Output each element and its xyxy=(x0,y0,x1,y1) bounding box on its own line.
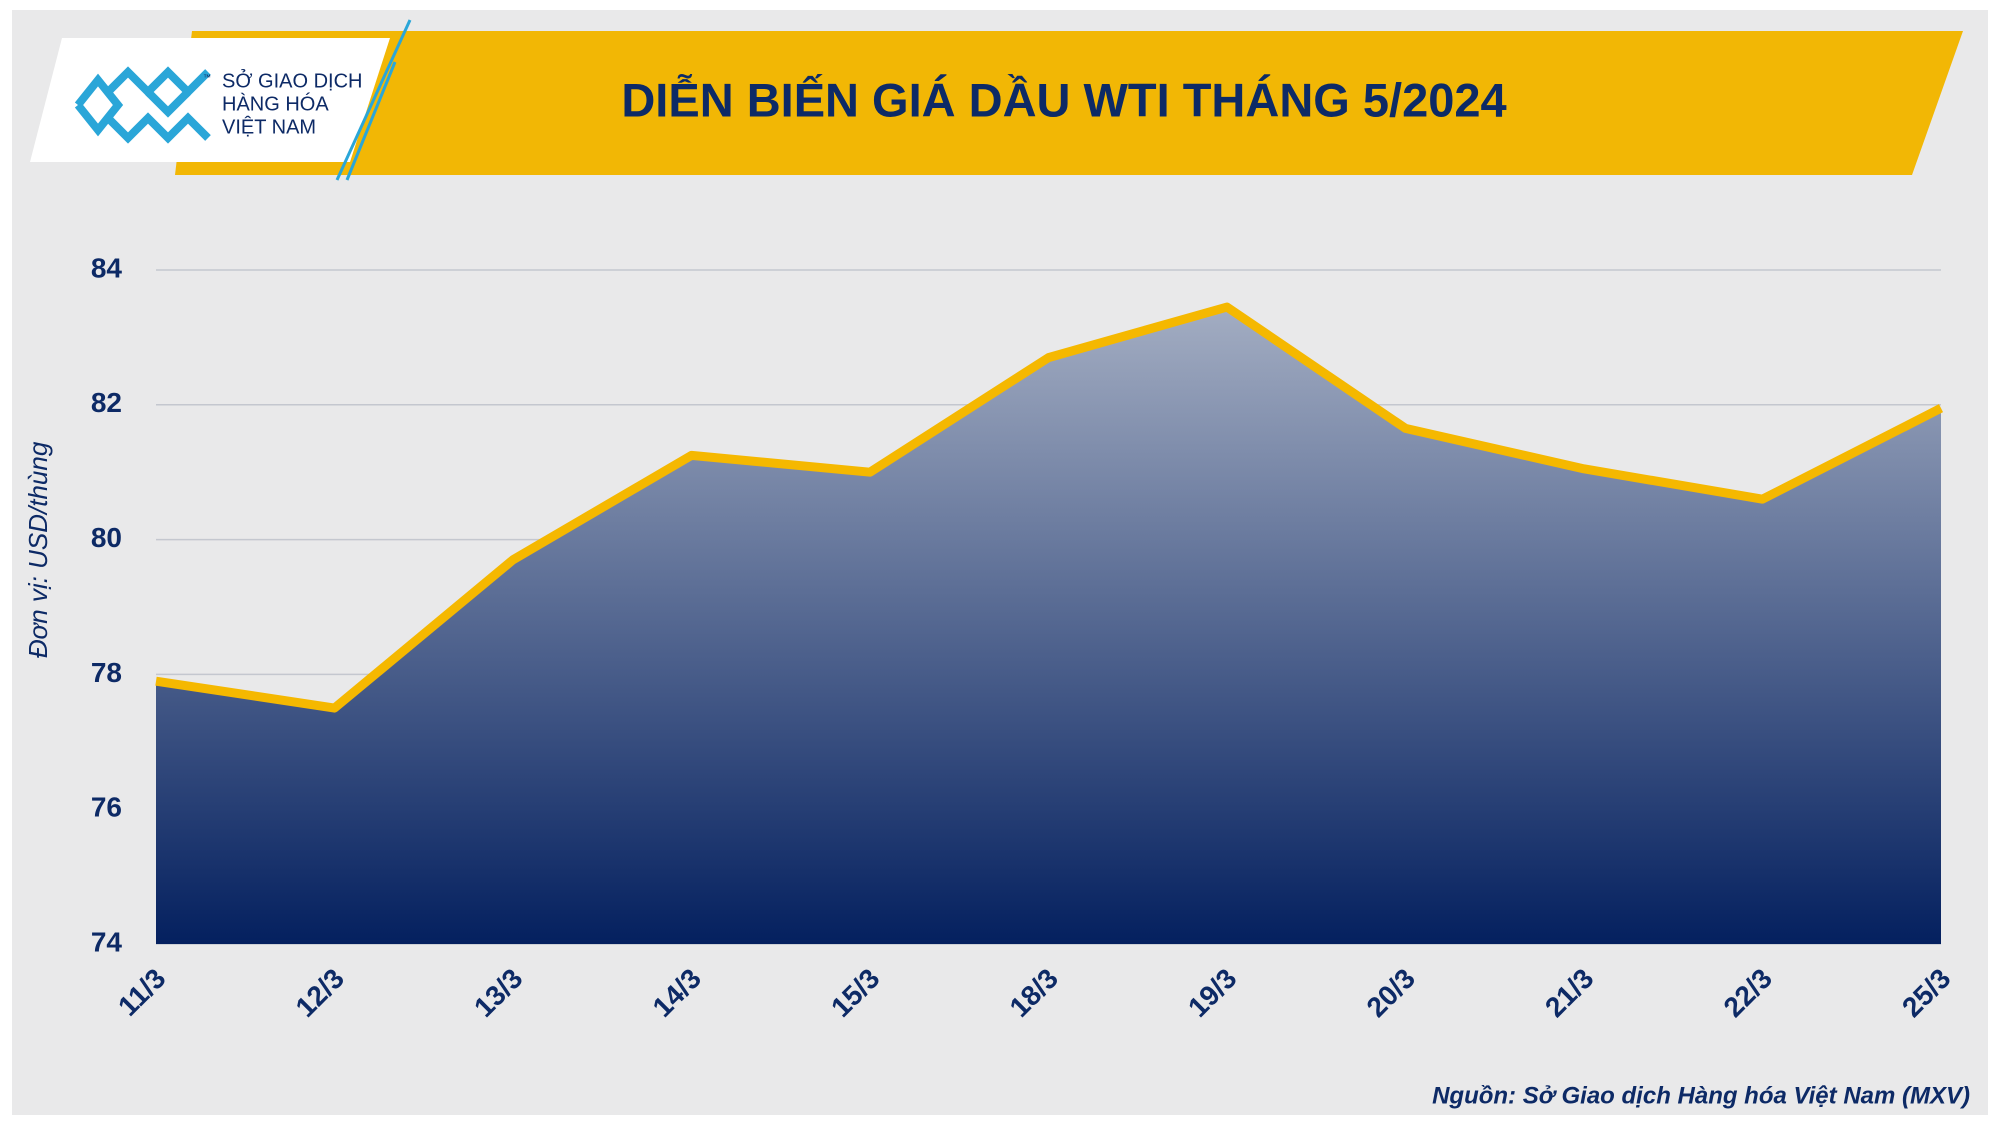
y-axis-label: Đơn vị: USD/thùng xyxy=(23,441,53,658)
logo-text: HÀNG HÓA xyxy=(222,92,329,115)
y-tick-label: 76 xyxy=(91,792,122,823)
logo-text: VIỆT NAM xyxy=(222,115,316,138)
logo-icon xyxy=(74,66,211,144)
line xyxy=(155,302,1944,713)
logo-stripe xyxy=(345,61,397,181)
y-tick-label: 82 xyxy=(91,387,122,418)
logo-mark: ™ xyxy=(203,73,211,82)
chart-title: DIỄN BIẾN GIÁ DẦU WTI THÁNG 5/2024 xyxy=(621,73,1506,126)
y-tick-label: 78 xyxy=(91,657,122,688)
area xyxy=(156,307,1941,944)
y-tick-label: 80 xyxy=(91,522,122,553)
y-tick-label: 74 xyxy=(91,926,123,957)
title-banner xyxy=(175,31,1963,175)
logo-text: SỞ GIAO DỊCH xyxy=(222,68,363,92)
source-note: Nguồn: Sở Giao dịch Hàng hóa Việt Nam (M… xyxy=(1432,1082,1970,1109)
logo-stripe xyxy=(335,19,412,181)
y-tick-label: 84 xyxy=(91,252,123,283)
